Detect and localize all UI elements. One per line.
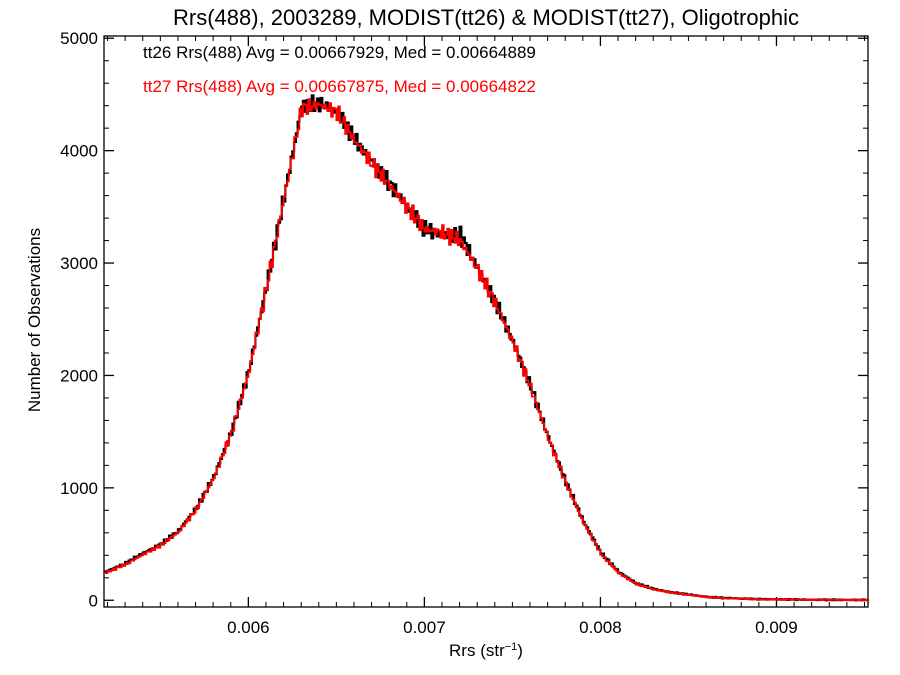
series-line-tt26 [104,94,870,602]
x-tick-label: 0.008 [579,618,622,637]
x-tick-label: 0.009 [755,618,798,637]
x-tick-label: 0.007 [403,618,446,637]
y-tick-label: 1000 [60,479,98,498]
plot-frame [103,35,869,608]
y-tick-label: 4000 [60,142,98,161]
y-tick-label: 3000 [60,254,98,273]
axis-ticks: 0.006 0.007 0.008 0.009 0 1000 2000 3000 4000 500… [60,29,868,637]
y-tick-label: 0 [89,591,98,610]
x-axis-label: Rrs (str−1) [449,641,523,660]
series-lines [104,94,870,602]
x-axis-label-superscript: −1 [505,641,518,653]
y-axis-label: Number of Observations [25,228,44,412]
x-axis-label-close: ) [517,641,523,660]
chart-title: Rrs(488), 2003289, MODIST(tt26) & MODIST… [173,5,799,30]
x-tick-label: 0.006 [227,618,270,637]
legend-entry-tt27: tt27 Rrs(488) Avg = 0.00667875, Med = 0.… [143,77,536,96]
plot-area-border [103,35,869,608]
legend-entry-tt26: tt26 Rrs(488) Avg = 0.00667929, Med = 0.… [143,43,536,62]
y-tick-label: 5000 [60,29,98,48]
x-axis-label-base: Rrs (str [449,641,505,660]
legend: tt26 Rrs(488) Avg = 0.00667929, Med = 0.… [143,43,536,96]
y-tick-label: 2000 [60,366,98,385]
series-line-tt27 [104,98,869,602]
